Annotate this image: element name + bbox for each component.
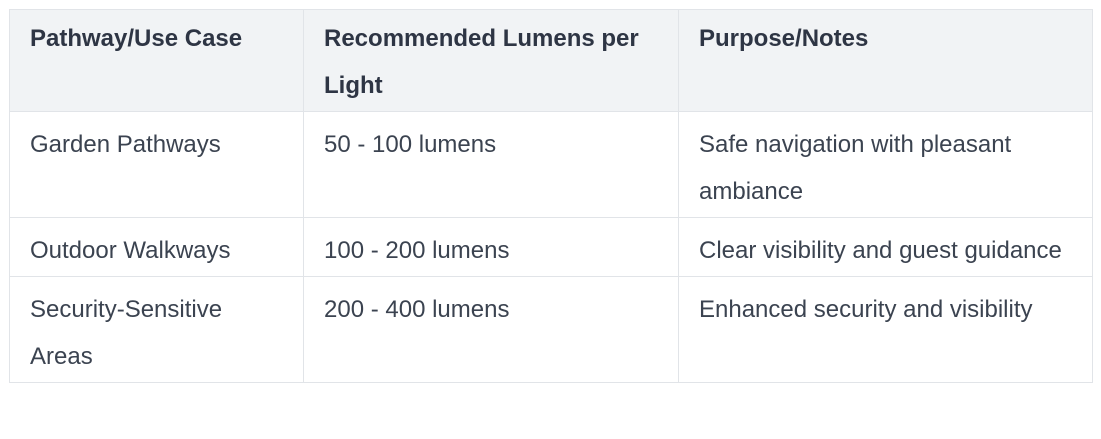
- cell-purpose: Enhanced security and visibility: [678, 276, 1093, 383]
- table-row: Garden Pathways 50 - 100 lumens Safe nav…: [9, 111, 1093, 218]
- lumens-table: Pathway/Use Case Recommended Lumens per …: [9, 9, 1093, 383]
- cell-lumens: 50 - 100 lumens: [303, 111, 679, 218]
- table-header-row: Pathway/Use Case Recommended Lumens per …: [9, 9, 1093, 112]
- cell-purpose: Safe navigation with pleasant ambiance: [678, 111, 1093, 218]
- table-row: Outdoor Walkways 100 - 200 lumens Clear …: [9, 217, 1093, 277]
- page: Pathway/Use Case Recommended Lumens per …: [9, 9, 1093, 383]
- cell-lumens: 200 - 400 lumens: [303, 276, 679, 383]
- table-row: Security-Sensitive Areas 200 - 400 lumen…: [9, 276, 1093, 383]
- header-cell-purpose-notes: Purpose/Notes: [678, 9, 1093, 112]
- header-cell-pathway-use-case: Pathway/Use Case: [9, 9, 304, 112]
- cell-use-case: Security-Sensitive Areas: [9, 276, 304, 383]
- cell-lumens: 100 - 200 lumens: [303, 217, 679, 277]
- cell-purpose: Clear visibility and guest guidance: [678, 217, 1093, 277]
- cell-use-case: Outdoor Walkways: [9, 217, 304, 277]
- header-cell-recommended-lumens: Recommended Lumens per Light: [303, 9, 679, 112]
- cell-use-case: Garden Pathways: [9, 111, 304, 218]
